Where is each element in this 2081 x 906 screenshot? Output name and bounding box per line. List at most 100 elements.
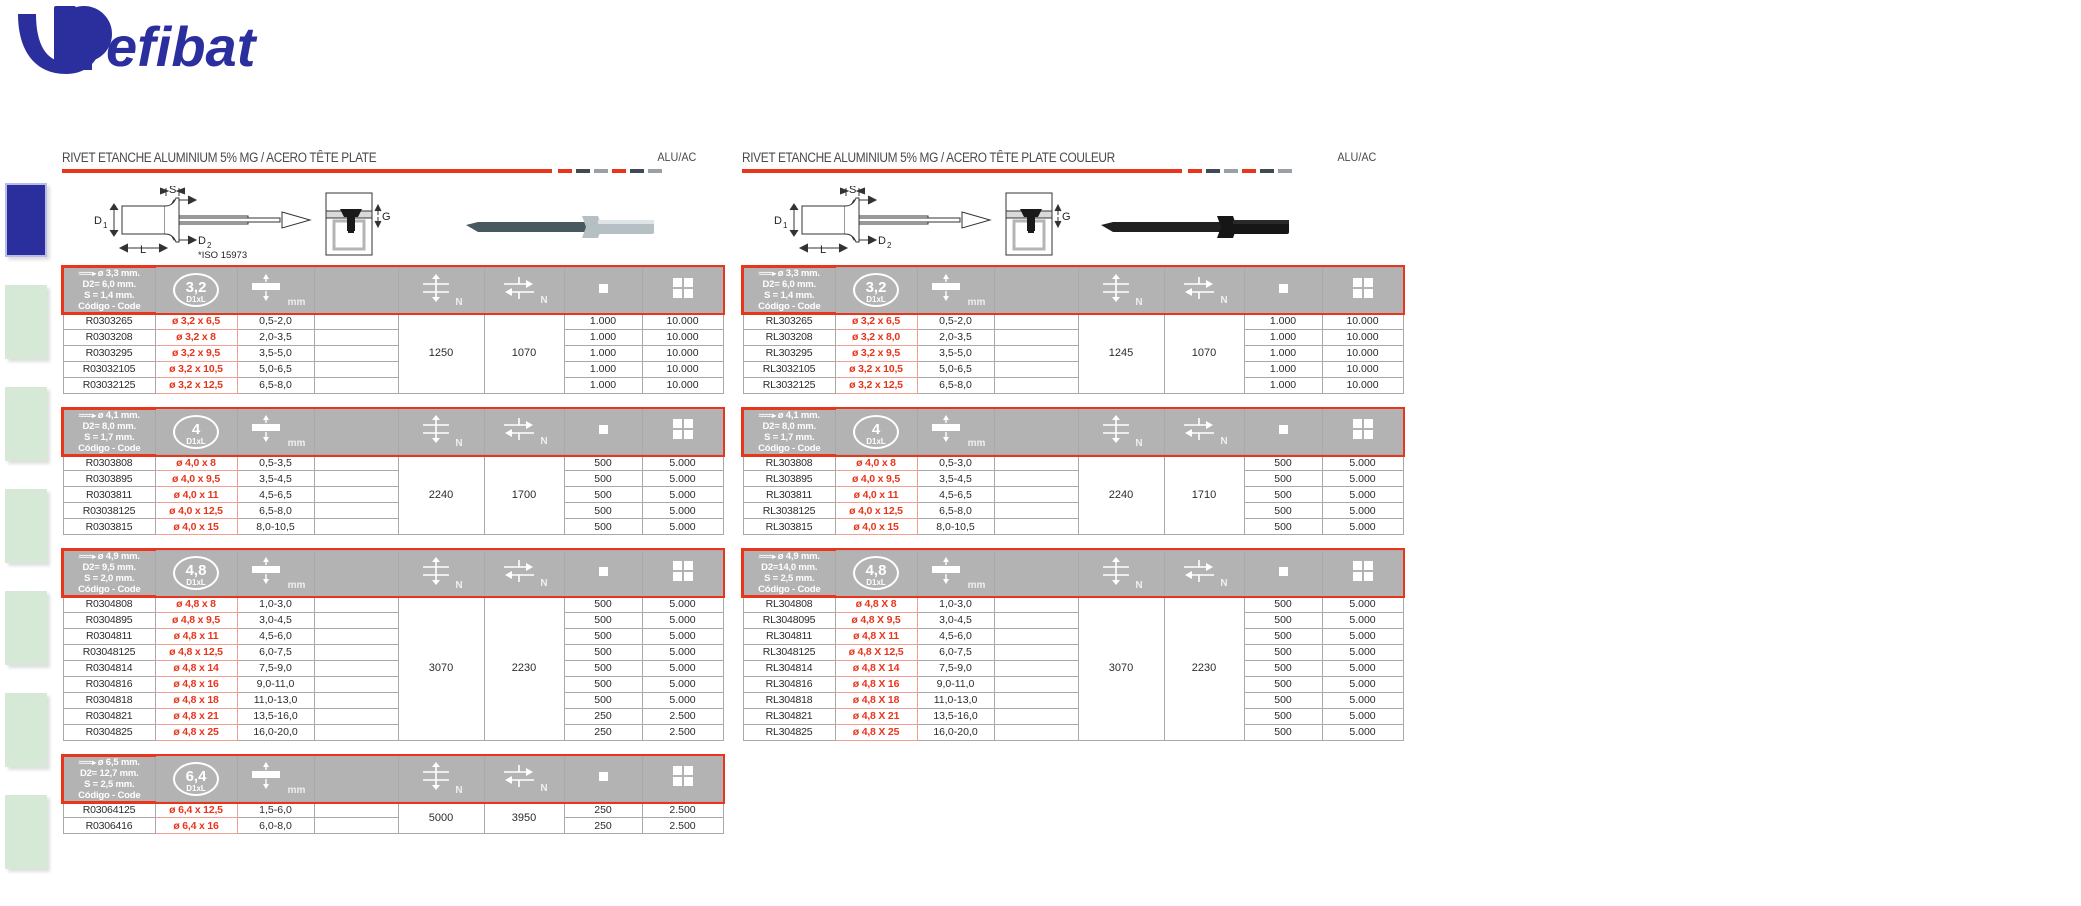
spec-d2: D2=14,0 mm. bbox=[761, 562, 818, 573]
shear-icon bbox=[1180, 418, 1218, 446]
empty-cell bbox=[313, 627, 399, 645]
grip-range-value: 0,5-3,5 bbox=[236, 454, 315, 471]
grip-range-value: 11,0-13,0 bbox=[236, 691, 315, 709]
product-code: R0304816 bbox=[62, 675, 156, 693]
grip-range-value: 6,0-8,0 bbox=[236, 817, 315, 834]
box-quantity-value: 500 bbox=[1243, 675, 1323, 693]
page-thumbnail-1[interactable] bbox=[5, 183, 47, 257]
product-code: R03048125 bbox=[62, 643, 156, 661]
legend-dash-6 bbox=[648, 168, 662, 173]
tensile-icon bbox=[419, 556, 453, 590]
header-code-label: Código - Code bbox=[78, 301, 141, 312]
table-row: R0303265 ø 3,2 x 6,5 0,5-2,0 1250 1070 1.000 1… bbox=[62, 312, 724, 394]
carton-quantity-value: 5.000 bbox=[1321, 707, 1404, 725]
header-code-label: Código - Code bbox=[78, 789, 141, 801]
panel-header: RIVET ETANCHE ALUMINIUM 5% MG / ACERO TÊ… bbox=[62, 150, 722, 180]
grip-unit: mm bbox=[967, 438, 986, 449]
carton-quantity-value: 10.000 bbox=[641, 328, 724, 346]
box-quantity-value: 500 bbox=[1243, 691, 1323, 709]
carton-quantity-value: 5.000 bbox=[1321, 454, 1404, 471]
table-row: R03032105 ø 3,2 x 10,5 5,0-6,5 1.000 10.000 bbox=[62, 360, 724, 378]
svg-text:D: D bbox=[774, 215, 782, 227]
carton-quantity-value: 5.000 bbox=[641, 659, 724, 677]
grip-range-value: 6,0-7,5 bbox=[916, 643, 995, 661]
spec-table-header: ≈≈≈≈▸ ø 4,1 mm. D2= 8,0 mm. S = 1,7 mm. Cód… bbox=[741, 406, 1405, 457]
header-tensile-strength: N bbox=[397, 755, 485, 802]
badge-diameter: 4,8 bbox=[185, 562, 207, 579]
tensile-unit: N bbox=[455, 579, 463, 591]
box-quantity-value: 500 bbox=[563, 627, 643, 645]
grip-range-value: 9,0-11,0 bbox=[236, 675, 315, 693]
legend-dash-2 bbox=[576, 168, 590, 173]
spec-table: ≈≈≈≈▸ ø 4,1 mm. D2= 8,0 mm. S = 1,7 mm. Cód… bbox=[61, 406, 725, 535]
box-icon bbox=[1273, 566, 1293, 585]
spec-d2: D2= 12,7 mm. bbox=[79, 767, 139, 779]
header-shear-strength: N bbox=[483, 266, 565, 314]
carton-quantity-value: 5.000 bbox=[641, 595, 724, 613]
header-carton-quantity bbox=[641, 549, 724, 597]
tensile-unit: N bbox=[1135, 296, 1143, 308]
spec-table-header: ≈≈≈≈▸ ø 4,9 mm. D2= 9,5 mm. S = 2,0 mm. Cód… bbox=[61, 548, 725, 598]
grip-range-value: 0,5-3,0 bbox=[916, 454, 995, 471]
box-quantity-value: 500 bbox=[1243, 659, 1323, 677]
rivet-product-photo bbox=[1097, 212, 1297, 247]
spec-d2: D2= 6,0 mm. bbox=[82, 279, 136, 290]
product-code: RL3032105 bbox=[742, 360, 836, 378]
thread-icon: ≈≈≈≈▸ bbox=[78, 552, 97, 561]
empty-cell bbox=[313, 502, 399, 519]
box-quantity-value: 500 bbox=[1243, 470, 1323, 487]
grip-range-value: 3,5-4,5 bbox=[916, 470, 995, 487]
empty-cell bbox=[993, 502, 1079, 519]
box-quantity-value: 500 bbox=[563, 595, 643, 613]
rivet-dimension-diagram: D 1 D 2 S L *ISO 15973 bbox=[70, 184, 320, 271]
svg-text:S: S bbox=[849, 186, 856, 196]
badge-diameter: 6,4 bbox=[185, 767, 207, 785]
tensile-unit: N bbox=[455, 438, 463, 449]
header-d1xl-badge: 4,8 D1xL bbox=[834, 549, 918, 597]
badge-label: D1xL bbox=[866, 578, 886, 587]
badge-diameter: 3,2 bbox=[185, 279, 207, 296]
grip-unit: mm bbox=[967, 296, 986, 308]
tensile-strength-value: 2240 bbox=[397, 454, 485, 535]
carton-quantity-value: 5.000 bbox=[1321, 659, 1404, 677]
spec-table-header: ≈≈≈≈▸ ø 4,1 mm. D2= 8,0 mm. S = 1,7 mm. Cód… bbox=[61, 406, 725, 457]
rivet-dimensions: ø 6,4 x 16 bbox=[154, 817, 238, 834]
header-grip-range: mm bbox=[236, 755, 315, 802]
carton-quantity-value: 5.000 bbox=[1321, 643, 1404, 661]
product-code: RL303815 bbox=[742, 518, 836, 535]
header-code-label: Código - Code bbox=[78, 442, 141, 454]
product-code: RL304821 bbox=[742, 707, 836, 725]
spec-table-header: ≈≈≈≈▸ ø 6,5 mm. D2= 12,7 mm. S = 2,5 mm. Có… bbox=[61, 753, 725, 804]
svg-text:G: G bbox=[382, 211, 391, 223]
rivet-dimensions: ø 3,2 x 6,5 bbox=[154, 312, 238, 330]
header-shear-strength: N bbox=[1163, 408, 1245, 455]
page-thumbnail-3[interactable] bbox=[5, 387, 47, 461]
header-box-quantity bbox=[563, 408, 643, 455]
shear-strength-value: 3950 bbox=[483, 801, 565, 834]
grip-range-value: 6,5-8,0 bbox=[236, 502, 315, 519]
tensile-unit: N bbox=[455, 785, 463, 796]
header-spec-block: ≈≈≈≈▸ ø 6,5 mm. D2= 12,7 mm. S = 2,5 mm. Có… bbox=[62, 754, 156, 803]
badge-diameter: 4 bbox=[871, 420, 881, 438]
empty-cell bbox=[993, 486, 1079, 503]
carton-quantity-value: 5.000 bbox=[641, 454, 724, 471]
page-thumbnail-6[interactable] bbox=[5, 693, 47, 767]
empty-cell bbox=[313, 470, 399, 487]
legend-dash-1 bbox=[558, 168, 572, 173]
header-box-quantity bbox=[563, 549, 643, 597]
box-quantity-value: 500 bbox=[563, 643, 643, 661]
badge-label: D1xL bbox=[186, 436, 206, 446]
carton-quantity-value: 5.000 bbox=[641, 502, 724, 519]
page-thumbnail-4[interactable] bbox=[5, 489, 47, 563]
page-thumbnail-2[interactable] bbox=[5, 285, 47, 359]
table-row: R0303808 ø 4,0 x 8 0,5-3,5 2240 1700 500 5.000 bbox=[62, 454, 724, 535]
grip-range-value: 7,5-9,0 bbox=[236, 659, 315, 677]
page-thumbnail-5[interactable] bbox=[5, 591, 47, 665]
rivet-dimensions: ø 4,0 x 15 bbox=[834, 518, 918, 535]
carton-quantity-value: 5.000 bbox=[1321, 595, 1404, 613]
box-quantity-value: 500 bbox=[1243, 627, 1323, 645]
page-thumbnail-7[interactable] bbox=[5, 795, 47, 869]
box-icon bbox=[1273, 283, 1293, 302]
page-thumbnail-rail[interactable] bbox=[5, 183, 57, 897]
